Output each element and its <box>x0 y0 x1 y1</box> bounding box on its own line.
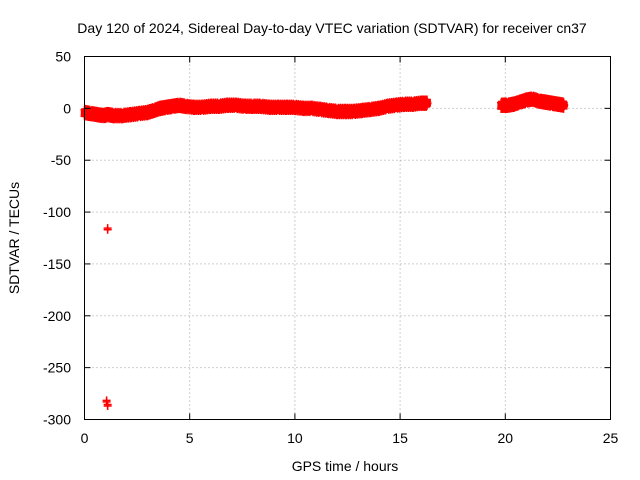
data-point <box>102 396 111 405</box>
y-tick-label: -150 <box>43 256 71 272</box>
x-tick-label: 10 <box>287 430 303 446</box>
x-tick-label: 25 <box>603 430 619 446</box>
data-point <box>103 224 112 233</box>
y-tick-label: -50 <box>51 152 71 168</box>
chart-title: Day 120 of 2024, Sidereal Day-to-day VTE… <box>77 20 587 36</box>
y-tick-label: 0 <box>63 100 71 116</box>
x-tick-label: 0 <box>81 430 89 446</box>
x-tick-label: 15 <box>392 430 408 446</box>
y-tick-label: -100 <box>43 204 71 220</box>
y-tick-labels: 50 0 -50 -100 -150 -200 -250 -300 <box>43 49 71 428</box>
y-tick-label: -200 <box>43 308 71 324</box>
x-tick-label: 5 <box>186 430 194 446</box>
y-axis-label: SDTVAR / TECUs <box>6 182 22 294</box>
y-tick-label: 50 <box>55 49 71 65</box>
x-tick-labels: 0 5 10 15 20 25 <box>81 430 619 446</box>
grid-lines <box>84 56 611 420</box>
data-points <box>80 91 569 411</box>
x-axis-label: GPS time / hours <box>292 458 399 474</box>
y-tick-label: -300 <box>43 412 71 428</box>
y-tick-label: -250 <box>43 360 71 376</box>
x-tick-label: 20 <box>498 430 514 446</box>
